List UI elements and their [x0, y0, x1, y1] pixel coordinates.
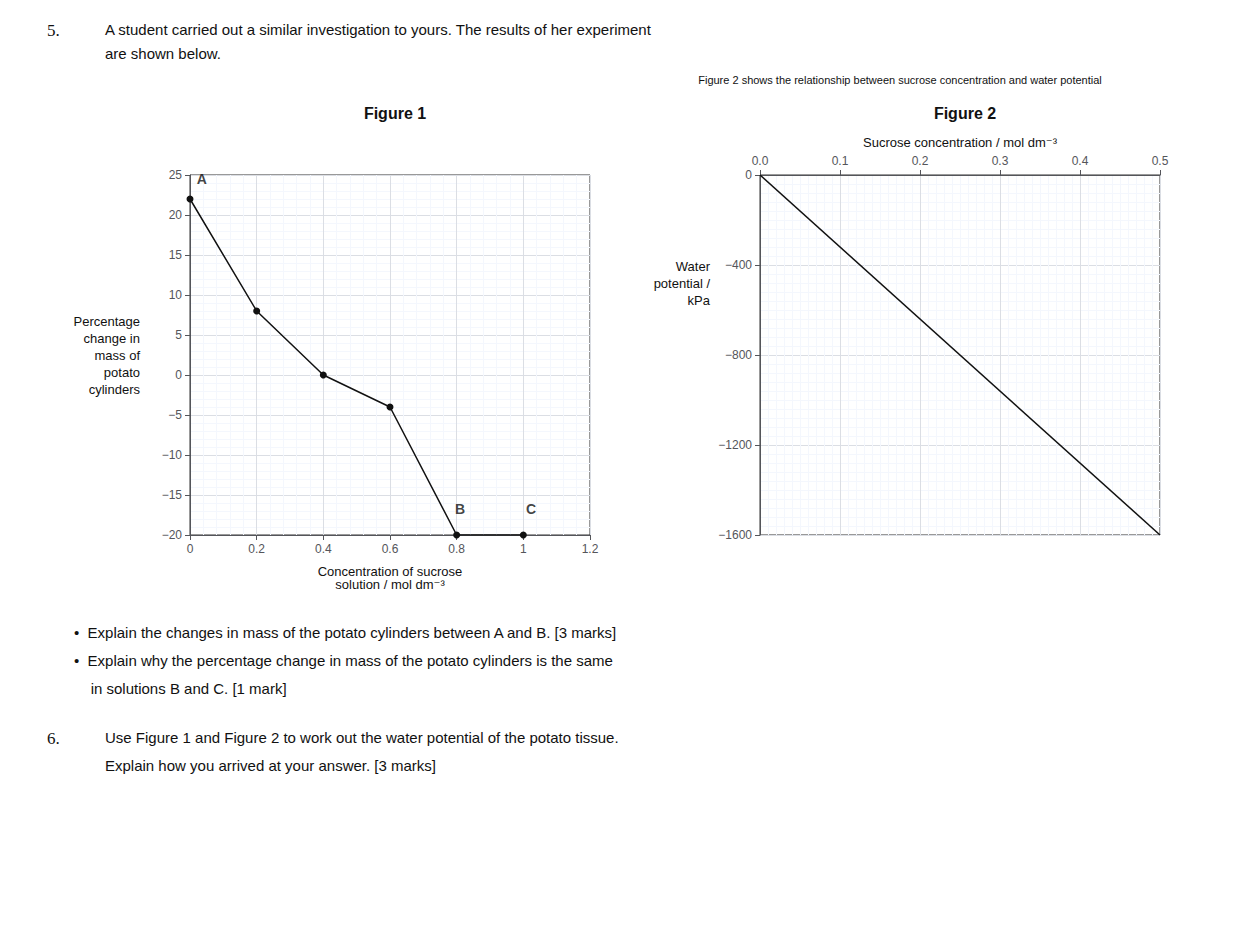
svg-text:Concentration of sucrose: Concentration of sucrose: [317, 564, 463, 579]
svg-text:kPa: kPa: [688, 293, 711, 308]
svg-text:• Explain why the percentage: • Explain why the percentage change in m…: [74, 652, 613, 669]
svg-text:Use Figure 1 and Figure 2 to w: Use Figure 1 and Figure 2 to work out th…: [105, 729, 619, 746]
svg-text:change in: change in: [84, 331, 140, 346]
svg-text:cylinders: cylinders: [89, 382, 141, 397]
svg-text:Percentage: Percentage: [74, 314, 141, 329]
svg-text:0: 0: [187, 542, 194, 556]
svg-text:0.3: 0.3: [992, 154, 1009, 168]
svg-text:6.: 6.: [47, 729, 60, 748]
svg-text:0.4: 0.4: [315, 542, 332, 556]
svg-text:B: B: [455, 501, 465, 517]
svg-text:in solutions B and C. [1 mark]: in solutions B and C. [1 mark]: [74, 680, 287, 697]
svg-text:0.2: 0.2: [248, 542, 265, 556]
svg-text:0: 0: [745, 168, 752, 182]
svg-text:5: 5: [175, 328, 182, 342]
svg-text:Explain how you arrived at you: Explain how you arrived at your answer. …: [105, 757, 436, 774]
svg-text:−1600: −1600: [718, 528, 752, 542]
svg-text:1.2: 1.2: [582, 542, 599, 556]
svg-text:10: 10: [169, 288, 183, 302]
svg-text:Figure 2: Figure 2: [934, 105, 996, 122]
svg-text:mass of: mass of: [94, 348, 140, 363]
svg-text:−20: −20: [162, 528, 183, 542]
svg-text:potential /: potential /: [654, 276, 711, 291]
svg-text:are shown below.: are shown below.: [105, 45, 221, 62]
svg-text:0.0: 0.0: [752, 154, 769, 168]
svg-text:Sucrose concentration / mol dm: Sucrose concentration / mol dm⁻³: [863, 135, 1058, 150]
svg-text:−1200: −1200: [718, 438, 752, 452]
svg-text:solution / mol dm⁻³: solution / mol dm⁻³: [335, 577, 445, 592]
svg-text:potato: potato: [104, 365, 140, 380]
svg-text:Figure 2 shows the relationshi: Figure 2 shows the relationship between …: [698, 74, 1102, 86]
svg-text:C: C: [526, 501, 536, 517]
svg-text:−5: −5: [168, 408, 182, 422]
svg-text:25: 25: [169, 168, 183, 182]
svg-text:−15: −15: [162, 488, 183, 502]
svg-text:0.4: 0.4: [1072, 154, 1089, 168]
svg-text:−10: −10: [162, 448, 183, 462]
svg-text:A student carried out a simila: A student carried out a similar investig…: [105, 21, 652, 38]
svg-text:• Explain the changes in mass: • Explain the changes in mass of the pot…: [74, 624, 616, 641]
svg-text:0.1: 0.1: [832, 154, 849, 168]
svg-text:−800: −800: [725, 348, 752, 362]
svg-text:15: 15: [169, 248, 183, 262]
svg-text:1: 1: [520, 542, 527, 556]
svg-text:0.6: 0.6: [382, 542, 399, 556]
svg-text:0.8: 0.8: [448, 542, 465, 556]
svg-text:−400: −400: [725, 258, 752, 272]
svg-text:0.2: 0.2: [912, 154, 929, 168]
svg-text:0.5: 0.5: [1152, 154, 1169, 168]
svg-text:Figure 1: Figure 1: [364, 105, 426, 122]
svg-text:Water: Water: [676, 259, 711, 274]
svg-text:0: 0: [175, 368, 182, 382]
svg-text:5.: 5.: [47, 21, 60, 40]
svg-text:20: 20: [169, 208, 183, 222]
svg-text:A: A: [197, 171, 207, 187]
